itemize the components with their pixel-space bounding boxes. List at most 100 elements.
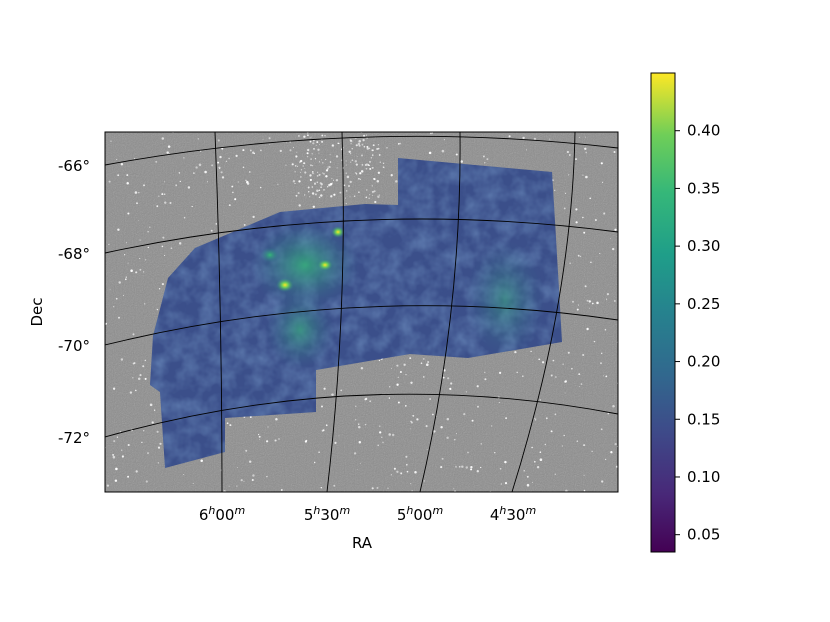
star-point <box>348 150 351 154</box>
colorbar-tick-label: 0.35 <box>687 179 720 197</box>
star-point <box>142 365 145 368</box>
star-point <box>139 239 141 241</box>
star-point <box>127 475 130 478</box>
star-point <box>526 475 529 478</box>
star-point <box>431 132 433 134</box>
star-point <box>114 479 118 482</box>
star-point <box>602 181 604 183</box>
star-point <box>310 164 312 166</box>
star-point <box>350 139 353 143</box>
star-point <box>588 300 591 303</box>
star-point <box>563 207 566 210</box>
star-point <box>355 144 358 147</box>
star-point <box>293 146 294 148</box>
star-point <box>480 443 482 445</box>
star-point <box>110 140 112 142</box>
peak-2 <box>317 259 333 271</box>
star-point <box>363 134 366 137</box>
star-point <box>204 170 207 174</box>
star-point <box>416 418 419 421</box>
peak-3 <box>331 226 345 238</box>
star-point <box>295 194 298 197</box>
star-point <box>582 174 584 176</box>
x-axis: 6h00m 5h30m 5h00m 4h30m RA <box>199 504 536 552</box>
star-point <box>583 489 586 492</box>
star-point <box>260 149 262 152</box>
star-point <box>433 430 436 433</box>
star-point <box>144 303 146 305</box>
star-point <box>112 455 116 459</box>
star-point <box>307 134 309 137</box>
star-point <box>183 216 186 219</box>
star-point <box>200 459 203 463</box>
star-point <box>585 151 588 154</box>
star-point <box>522 375 524 377</box>
star-point <box>135 470 138 473</box>
star-point <box>252 215 255 219</box>
star-point <box>232 191 234 194</box>
star-point <box>119 431 121 433</box>
star-point <box>162 236 165 239</box>
star-point <box>358 139 361 143</box>
star-point <box>267 426 269 428</box>
star-point <box>136 202 138 205</box>
star-point <box>575 158 577 161</box>
star-point <box>218 166 221 169</box>
star-point <box>144 377 147 380</box>
star-point <box>127 262 129 264</box>
star-point <box>116 158 118 160</box>
star-point <box>403 363 406 366</box>
star-point <box>369 400 372 403</box>
star-point <box>615 465 618 468</box>
star-point <box>601 480 604 483</box>
star-point <box>486 158 489 161</box>
star-point <box>355 163 358 166</box>
star-point <box>242 166 245 169</box>
star-point <box>234 198 237 201</box>
star-point <box>324 158 327 161</box>
star-point <box>306 152 309 155</box>
star-point <box>345 197 347 199</box>
star-point <box>143 430 145 432</box>
star-point <box>156 308 159 311</box>
star-point <box>320 486 323 489</box>
star-point <box>523 470 526 472</box>
star-point <box>316 171 319 173</box>
star-point <box>498 402 500 404</box>
star-point <box>334 441 337 444</box>
star-point <box>575 221 578 224</box>
star-point <box>441 149 445 153</box>
star-point <box>307 156 309 158</box>
star-point <box>327 166 330 168</box>
star-point <box>115 297 118 300</box>
star-point <box>390 474 393 476</box>
star-point <box>381 436 383 438</box>
y-tick-label: -68° <box>58 245 90 263</box>
star-point <box>564 380 567 383</box>
star-point <box>583 231 586 234</box>
star-point <box>195 166 198 169</box>
grid-ra-600 <box>214 132 223 492</box>
star-point <box>294 182 296 184</box>
star-point <box>458 465 461 468</box>
star-point <box>370 157 373 159</box>
star-point <box>371 166 374 169</box>
star-point <box>316 141 319 144</box>
star-point <box>252 474 255 477</box>
star-point <box>442 376 445 379</box>
star-point <box>422 376 425 378</box>
star-point <box>350 161 352 163</box>
star-point <box>583 474 585 476</box>
star-point <box>113 440 116 443</box>
star-point <box>504 482 508 485</box>
star-point <box>318 173 321 176</box>
star-point <box>242 149 245 152</box>
colorbar-tick-label: 0.10 <box>687 468 720 486</box>
star-point <box>443 139 445 141</box>
star-point <box>355 419 357 421</box>
star-point <box>161 245 164 248</box>
star-point <box>106 484 110 487</box>
star-point <box>567 351 570 354</box>
star-point <box>200 150 202 152</box>
grid-dec-70 <box>105 305 618 346</box>
